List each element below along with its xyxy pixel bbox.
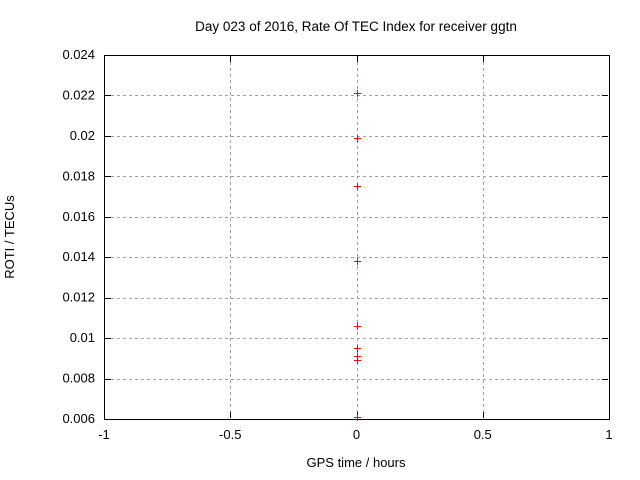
y-tick-label: 0.008 — [62, 371, 95, 386]
data-point — [354, 357, 361, 364]
data-point — [354, 345, 361, 352]
x-tick-label: -0.5 — [219, 427, 241, 442]
x-axis-title: GPS time / hours — [307, 455, 406, 470]
x-tick-label: 0 — [353, 427, 360, 442]
y-tick-label: 0.02 — [70, 128, 95, 143]
data-point — [354, 323, 361, 330]
data-point — [354, 183, 361, 190]
y-tick-label: 0.006 — [62, 411, 95, 426]
x-tick-label: 1 — [605, 427, 612, 442]
x-tick-label: 0.5 — [474, 427, 492, 442]
y-tick-label: 0.018 — [62, 168, 95, 183]
plot-area: 0.006 0.008 0.01 0.012 0.014 0.016 0.018 0.02 0.… — [62, 47, 612, 442]
data-point — [354, 258, 361, 265]
data-point — [354, 90, 361, 97]
y-tick-label: 0.024 — [62, 47, 95, 62]
y-tick-label: 0.022 — [62, 87, 95, 102]
y-tick-label: 0.016 — [62, 209, 95, 224]
y-tick-label: 0.01 — [70, 330, 95, 345]
chart-title: Day 023 of 2016, Rate Of TEC Index for r… — [195, 19, 517, 34]
x-tick-label: -1 — [98, 427, 110, 442]
y-tick-label: 0.014 — [62, 249, 95, 264]
y-tick-label: 0.012 — [62, 290, 95, 305]
y-axis-title: ROTI / TECUs — [2, 195, 17, 279]
data-point — [354, 414, 361, 421]
data-point — [354, 135, 361, 142]
